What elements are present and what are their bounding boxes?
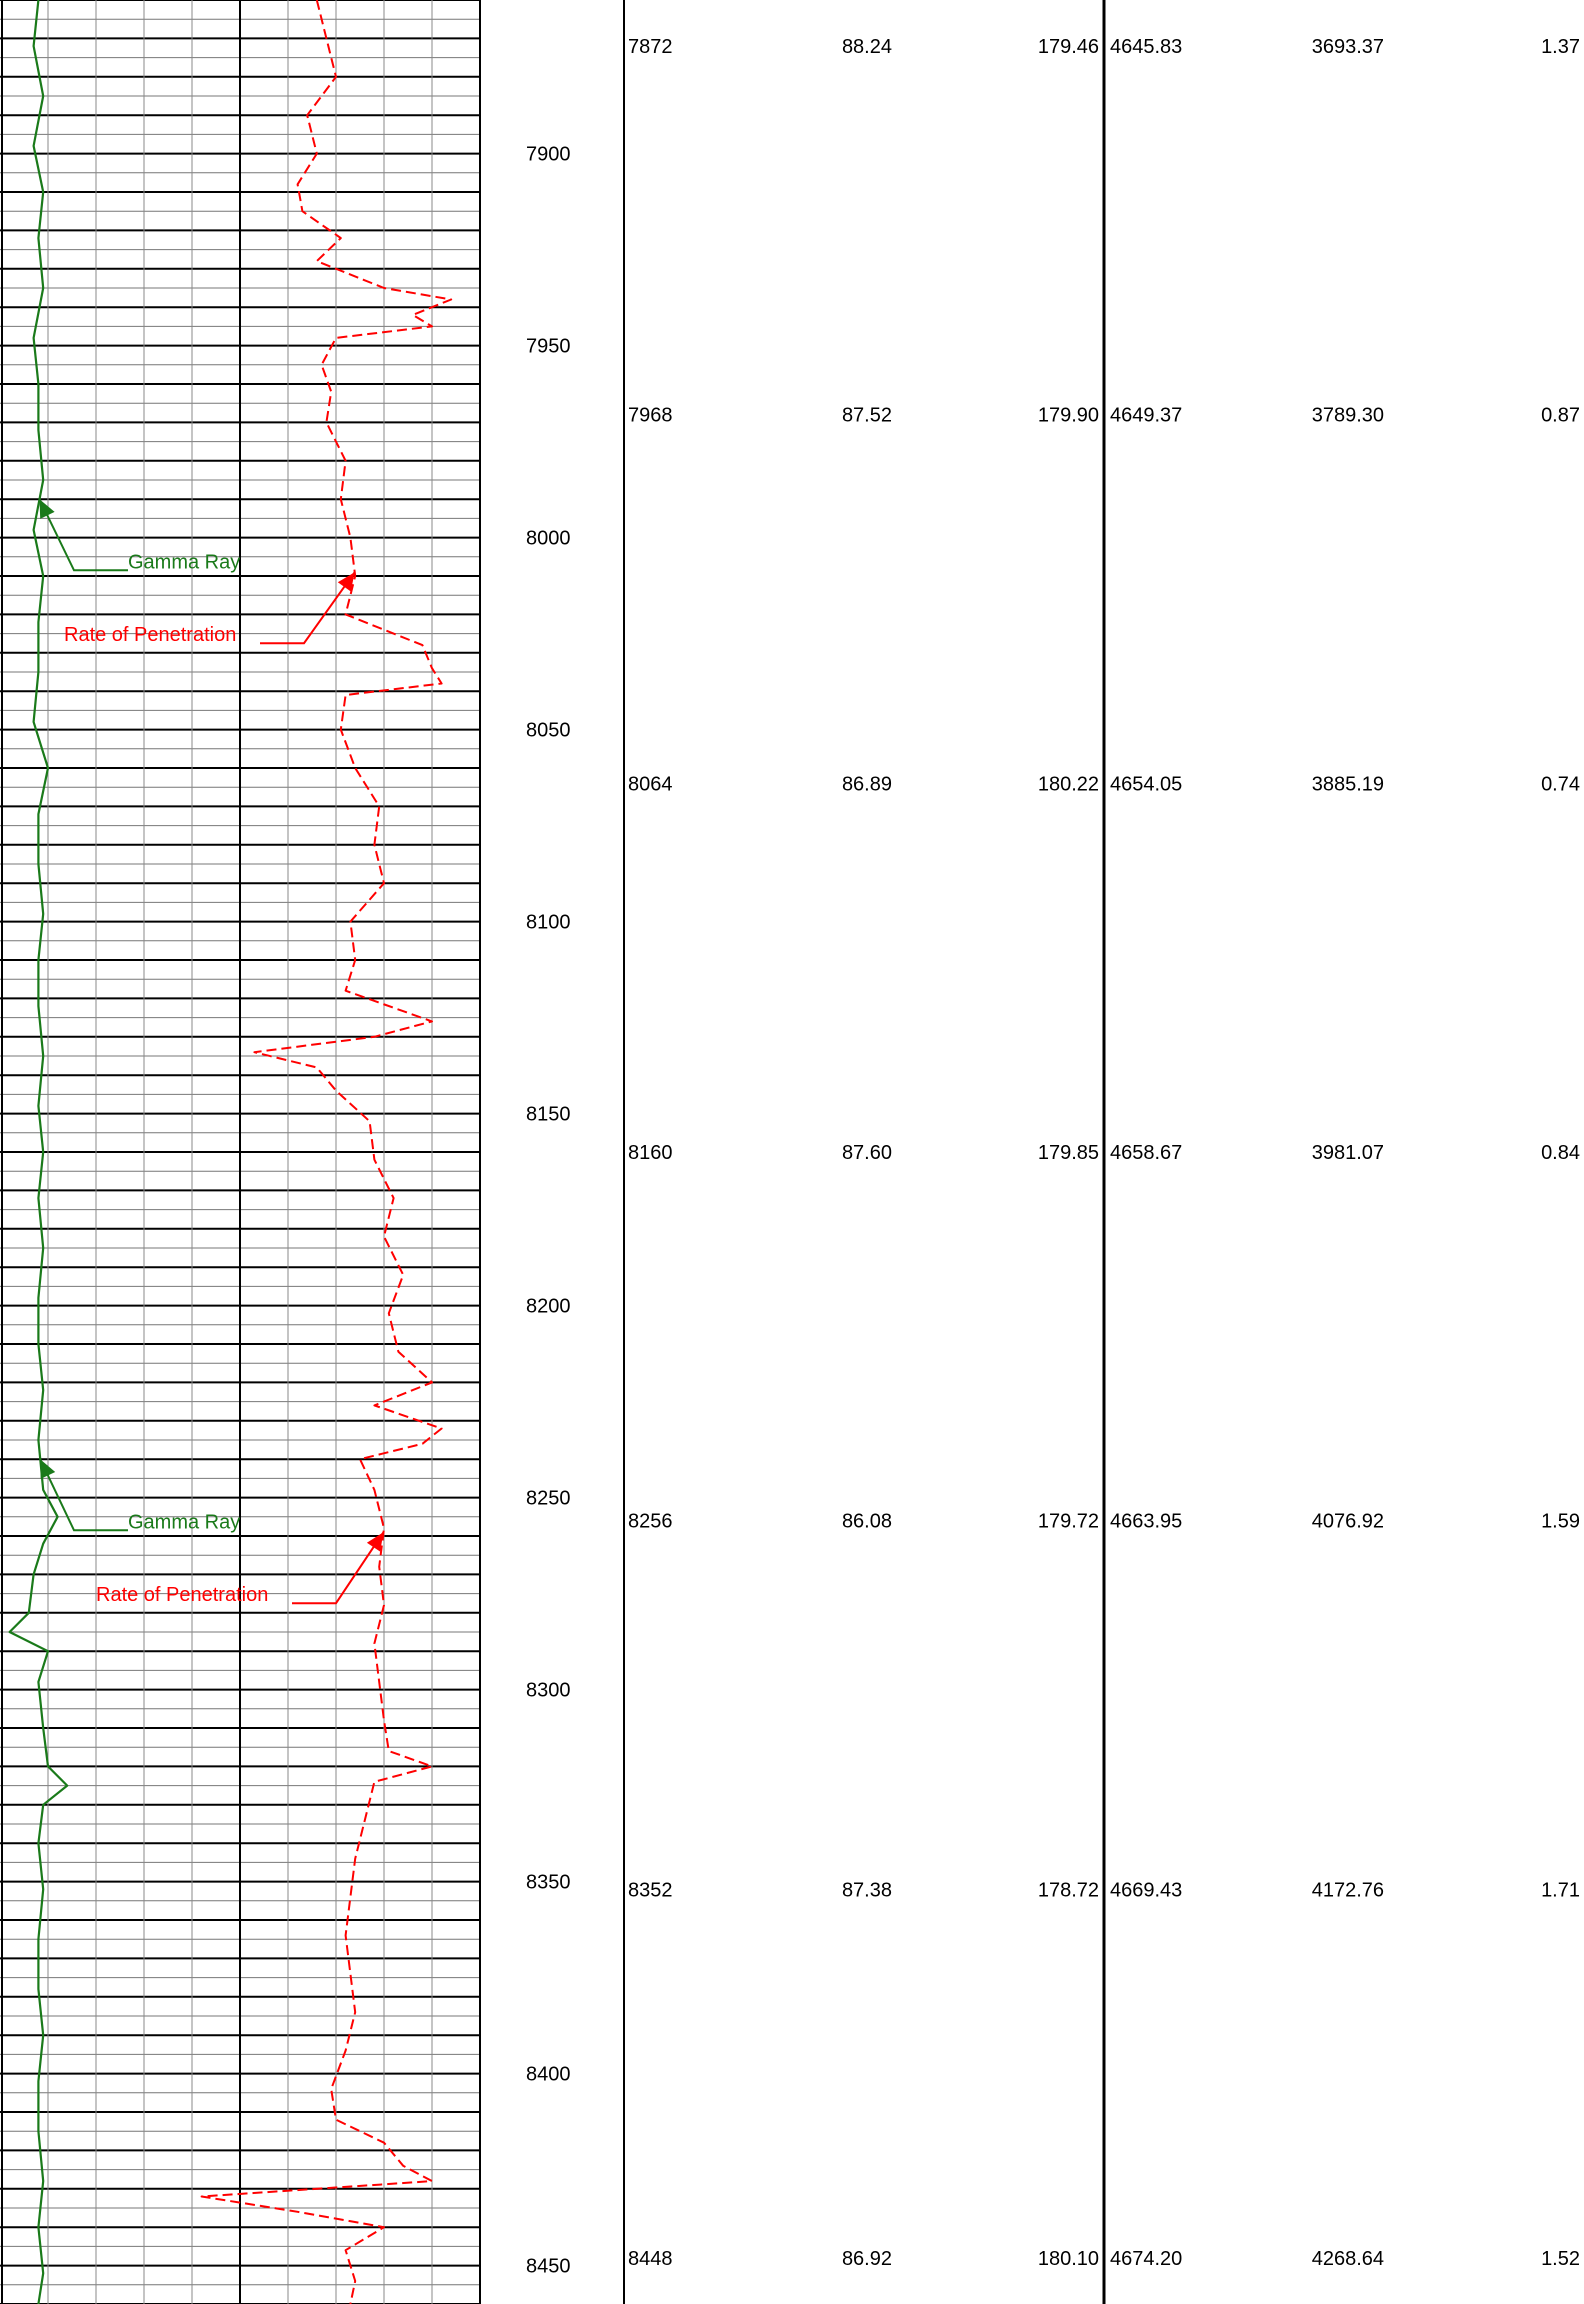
depth-tick-label: 8250 — [526, 1488, 571, 1510]
survey-cell-md: 7872 — [628, 36, 673, 58]
log-grid — [0, 0, 1106, 2304]
survey-cell-dls: 1.59 — [1541, 1511, 1580, 1533]
survey-cell-tvd: 4654.05 — [1110, 773, 1182, 795]
depth-tick-label: 8000 — [526, 528, 571, 550]
survey-cell-azi: 179.85 — [1038, 1142, 1099, 1164]
annotation-arrowhead — [40, 1459, 56, 1479]
depth-tick-label: 8450 — [526, 2256, 571, 2278]
annotation-rop2: Rate of Penetration — [96, 1531, 385, 1606]
annotation-leader-line — [292, 1531, 385, 1605]
survey-cell-inc: 88.24 — [842, 36, 892, 58]
curve-annotations: Gamma Ray Rate of Penetration Gamma Ray Rat… — [38, 498, 385, 1606]
survey-cell-inc: 87.60 — [842, 1142, 892, 1164]
survey-row: 8064 86.89 180.22 4654.05 3885.19 0.74 — [628, 773, 1580, 795]
annotation-label: Rate of Penetration — [96, 1584, 268, 1606]
survey-cell-inc: 86.08 — [842, 1511, 892, 1533]
survey-cell-md: 8064 — [628, 773, 673, 795]
survey-cell-azi: 179.90 — [1038, 405, 1099, 427]
survey-cell-vs: 3885.19 — [1312, 773, 1384, 795]
survey-table: 7872 88.24 179.46 4645.83 3693.37 1.37 7968 87.… — [628, 36, 1580, 2270]
survey-row: 8448 86.92 180.10 4674.20 4268.64 1.52 — [628, 2248, 1580, 2270]
survey-cell-md: 8352 — [628, 1879, 673, 1901]
annotation-label: Gamma Ray — [128, 551, 240, 573]
survey-cell-inc: 87.52 — [842, 405, 892, 427]
depth-tick-label: 8100 — [526, 912, 571, 934]
survey-cell-azi: 180.22 — [1038, 773, 1099, 795]
survey-cell-dls: 0.74 — [1541, 773, 1580, 795]
survey-cell-dls: 1.71 — [1541, 1879, 1580, 1901]
depth-tick-label: 8150 — [526, 1104, 571, 1126]
survey-cell-tvd: 4669.43 — [1110, 1879, 1182, 1901]
depth-tick-label: 8400 — [526, 2064, 571, 2086]
survey-cell-md: 7968 — [628, 405, 673, 427]
survey-row: 8160 87.60 179.85 4658.67 3981.07 0.84 — [628, 1142, 1580, 1164]
annotation-gr2: Gamma Ray — [39, 1458, 240, 1533]
survey-cell-tvd: 4674.20 — [1110, 2248, 1182, 2270]
survey-cell-md: 8160 — [628, 1142, 673, 1164]
survey-row: 8352 87.38 178.72 4669.43 4172.76 1.71 — [628, 1879, 1580, 1901]
annotation-leader-line — [38, 498, 128, 572]
survey-cell-vs: 3693.37 — [1312, 36, 1384, 58]
survey-cell-dls: 1.52 — [1541, 2248, 1580, 2270]
annotation-gr1: Gamma Ray — [38, 498, 240, 573]
survey-cell-inc: 86.92 — [842, 2248, 892, 2270]
curves — [8, 0, 453, 2304]
annotation-label: Gamma Ray — [128, 1511, 240, 1533]
survey-cell-tvd: 4645.83 — [1110, 36, 1182, 58]
annotation-arrowhead — [39, 499, 55, 519]
survey-cell-tvd: 4649.37 — [1110, 405, 1182, 427]
survey-cell-dls: 0.87 — [1541, 405, 1580, 427]
gamma-ray-curve — [8, 0, 69, 2304]
depth-tick-label: 7950 — [526, 336, 571, 358]
depth-track: 7900 7950 8000 8050 8100 8150 8200 8250 8300 8350… — [526, 144, 571, 2278]
survey-row: 8256 86.08 179.72 4663.95 4076.92 1.59 — [628, 1511, 1580, 1533]
annotation-label: Rate of Penetration — [64, 624, 236, 646]
survey-cell-md: 8256 — [628, 1511, 673, 1533]
survey-row: 7968 87.52 179.90 4649.37 3789.30 0.87 — [628, 405, 1580, 427]
survey-cell-vs: 4268.64 — [1312, 2248, 1384, 2270]
depth-tick-label: 8300 — [526, 1680, 571, 1702]
survey-cell-azi: 178.72 — [1038, 1879, 1099, 1901]
depth-tick-label: 8350 — [526, 1872, 571, 1894]
survey-cell-azi: 180.10 — [1038, 2248, 1099, 2270]
survey-cell-tvd: 4663.95 — [1110, 1511, 1182, 1533]
survey-cell-vs: 4172.76 — [1312, 1879, 1384, 1901]
depth-tick-label: 7900 — [526, 144, 571, 166]
survey-cell-md: 8448 — [628, 2248, 673, 2270]
survey-cell-vs: 3789.30 — [1312, 405, 1384, 427]
survey-cell-inc: 86.89 — [842, 773, 892, 795]
survey-cell-dls: 0.84 — [1541, 1142, 1580, 1164]
survey-cell-azi: 179.72 — [1038, 1511, 1099, 1533]
annotation-leader-line — [39, 1458, 128, 1532]
survey-cell-vs: 3981.07 — [1312, 1142, 1384, 1164]
annotation-arrowhead — [366, 1532, 384, 1552]
annotation-rop1: Rate of Penetration — [64, 571, 356, 646]
survey-cell-azi: 179.46 — [1038, 36, 1099, 58]
annotation-arrowhead — [337, 572, 355, 592]
survey-cell-vs: 4076.92 — [1312, 1511, 1384, 1533]
depth-tick-label: 8200 — [526, 1296, 571, 1318]
survey-cell-inc: 87.38 — [842, 1879, 892, 1901]
depth-tick-label: 8050 — [526, 720, 571, 742]
survey-cell-tvd: 4658.67 — [1110, 1142, 1182, 1164]
survey-cell-dls: 1.37 — [1541, 36, 1580, 58]
annotation-leader-line — [260, 571, 356, 645]
survey-row: 7872 88.24 179.46 4645.83 3693.37 1.37 — [628, 36, 1580, 58]
